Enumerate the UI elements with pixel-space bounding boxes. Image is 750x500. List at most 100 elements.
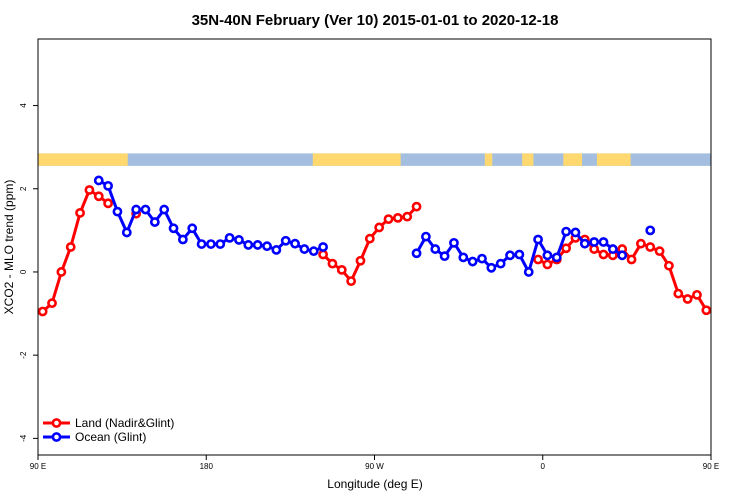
- ocean-data-point: [467, 256, 478, 267]
- ocean-data-point: [449, 237, 459, 248]
- ocean-data-point: [121, 227, 132, 238]
- land-segment: [484, 153, 493, 166]
- y-axis: -4 -2 0 2 4: [19, 103, 38, 442]
- land-data-point: [364, 233, 375, 244]
- ocean-data-point: [149, 217, 160, 227]
- ocean-data-point: [308, 246, 319, 257]
- ocean-data-point: [280, 235, 291, 246]
- ocean-data-point: [486, 262, 497, 273]
- land-data-point: [542, 259, 553, 270]
- ocean-data-point: [318, 242, 328, 252]
- land-data-point: [374, 222, 385, 233]
- y-axis-label: XCO2 - MLO trend (ppm): [2, 180, 16, 315]
- land-data-point: [673, 288, 684, 299]
- land-data-point: [411, 201, 422, 212]
- ocean-data-point: [411, 248, 422, 259]
- ocean-data-point: [439, 251, 450, 262]
- land-segment: [711, 153, 750, 165]
- ocean-data-point: [103, 180, 114, 191]
- ocean-data-point: [224, 232, 235, 243]
- ocean-data-point: [112, 206, 123, 217]
- ocean-data-point: [579, 238, 590, 249]
- ocean-data-point: [523, 267, 534, 277]
- land-data-point: [318, 249, 328, 260]
- ocean-data-point: [430, 244, 441, 254]
- land-segment: [596, 153, 631, 166]
- landmask-strip: [38, 153, 750, 166]
- legend-label-ocean: Ocean (Glint): [75, 430, 146, 444]
- land-data-point: [93, 191, 104, 202]
- ocean-data-point: [290, 238, 300, 249]
- ocean-data-point: [271, 245, 282, 255]
- land-data-point: [383, 214, 394, 225]
- land-data-point: [392, 212, 403, 223]
- land-data-point: [47, 298, 57, 309]
- ocean-data-point: [505, 250, 515, 261]
- land-data-point: [38, 306, 48, 317]
- ocean-data-point: [140, 204, 151, 215]
- ocean-data-point: [533, 234, 543, 245]
- land-data-point: [731, 268, 738, 275]
- x-tick-label: 90 E: [30, 462, 46, 471]
- land-segment: [38, 153, 128, 166]
- land-data-point: [598, 249, 609, 260]
- ocean-data-point: [299, 244, 310, 254]
- land-series-line: [41, 188, 110, 313]
- x-tick-label: 90 E: [703, 462, 719, 471]
- legend-label-land: Land (Nadir&Glint): [75, 416, 174, 430]
- land-data-point: [701, 305, 711, 316]
- x-axis-label: Longitude (deg E): [327, 477, 422, 491]
- land-segment: [563, 153, 583, 166]
- ocean-data-point: [206, 239, 216, 249]
- legend-marker-land: [51, 418, 62, 428]
- ocean-data-point: [617, 250, 628, 261]
- land-data-point: [645, 242, 656, 252]
- land-data-point: [692, 289, 702, 300]
- ocean-data-point: [177, 234, 188, 245]
- y-tick-label: -2: [19, 351, 28, 359]
- ocean-data-point: [477, 253, 487, 264]
- ocean-data-point: [421, 231, 431, 242]
- ocean-data-point: [93, 175, 104, 186]
- land-data-point: [402, 211, 413, 222]
- ocean-data-point: [495, 258, 506, 269]
- land-data-point: [84, 185, 95, 195]
- ocean-data-point: [542, 250, 553, 261]
- y-tick-label: 4: [19, 103, 28, 108]
- land-data-point: [75, 207, 85, 218]
- ocean-data-point: [607, 244, 618, 254]
- land-data-point: [65, 242, 76, 252]
- x-tick-label: 180: [200, 462, 214, 471]
- ocean-data-point: [458, 252, 469, 263]
- ocean-data-point: [598, 237, 609, 247]
- land-data-point: [103, 198, 114, 209]
- ocean-data-point: [187, 223, 198, 234]
- ocean-data-point: [159, 204, 170, 215]
- ocean-data-point: [551, 252, 562, 263]
- land-data-point: [336, 264, 347, 275]
- land-data-point: [327, 258, 338, 269]
- land-data-point: [740, 243, 747, 250]
- land-data-point: [721, 300, 728, 307]
- land-data-point: [56, 267, 67, 277]
- land-data-point: [682, 294, 693, 304]
- land-data-point: [533, 254, 543, 265]
- ocean-data-point: [514, 249, 525, 260]
- x-tick-label: 90 W: [365, 462, 384, 471]
- ocean-data-point: [196, 239, 207, 249]
- land-data-point: [346, 276, 357, 287]
- ocean-data-point: [589, 237, 600, 247]
- ocean-data-point: [131, 204, 142, 215]
- ocean-data-point: [645, 225, 656, 236]
- y-tick-label: -4: [19, 434, 28, 442]
- land-segment: [312, 153, 401, 166]
- legend: Land (Nadir&Glint)Ocean (Glint): [43, 416, 174, 444]
- ocean-data-point: [168, 223, 179, 234]
- land-segment: [522, 153, 534, 166]
- ocean-data-point: [252, 240, 263, 250]
- land-data-point: [626, 254, 637, 265]
- series-layer: [38, 175, 747, 317]
- land-data-point: [664, 260, 674, 271]
- land-data-point: [635, 238, 646, 249]
